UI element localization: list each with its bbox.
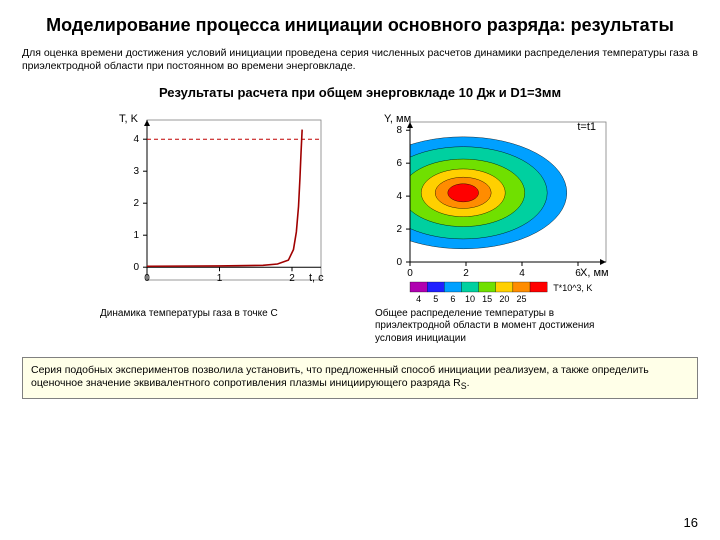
right-chart-block: 024602468Y, ммX, ммt=t145610152025T*10^3… — [370, 108, 620, 346]
slide-title: Моделирование процесса инициации основно… — [22, 14, 698, 37]
svg-text:3: 3 — [133, 166, 139, 177]
svg-text:8: 8 — [396, 125, 402, 136]
svg-text:1: 1 — [133, 230, 139, 241]
svg-text:0: 0 — [133, 262, 139, 273]
svg-text:T, K: T, K — [119, 113, 139, 125]
svg-text:5: 5 — [433, 294, 438, 304]
left-caption: Динамика температуры газа в точке C — [100, 308, 340, 321]
subtitle: Результаты расчета при общем энерговклад… — [22, 85, 698, 100]
svg-text:0: 0 — [396, 257, 402, 268]
svg-text:15: 15 — [482, 294, 492, 304]
svg-text:6: 6 — [396, 158, 402, 169]
right-caption: Общее распределение температуры в приэле… — [375, 308, 615, 346]
svg-text:6: 6 — [450, 294, 455, 304]
footer-box: Серия подобных экспериментов позволила у… — [22, 357, 698, 399]
svg-text:4: 4 — [416, 294, 421, 304]
svg-text:4: 4 — [519, 268, 525, 279]
svg-text:10: 10 — [465, 294, 475, 304]
charts-row: 01201234T, Kt, с Динамика температуры га… — [22, 108, 698, 346]
svg-text:25: 25 — [516, 294, 526, 304]
svg-text:2: 2 — [396, 224, 402, 235]
svg-text:0: 0 — [407, 268, 413, 279]
left-chart-block: 0 1 2 0 1 2 3 4 T, K t, с Динамика температуры га… — [100, 108, 340, 346]
page-number: 16 — [684, 515, 698, 530]
svg-text:t, с: t, с — [309, 272, 324, 284]
right-chart: 024602468Y, ммX, ммt=t145610152025T*10^3… — [370, 108, 620, 308]
svg-text:1: 1 — [217, 273, 223, 284]
svg-text:T*10^3, K: T*10^3, K — [553, 283, 592, 293]
svg-text:2: 2 — [289, 273, 295, 284]
svg-text:0: 0 — [144, 273, 150, 284]
intro-text: Для оценка времени достижения условий ин… — [22, 47, 698, 73]
left-chart: 0 1 2 0 1 2 3 4 T, K t, с — [105, 108, 335, 308]
svg-text:2: 2 — [133, 198, 139, 209]
svg-text:2: 2 — [463, 268, 469, 279]
svg-text:20: 20 — [499, 294, 509, 304]
svg-text:Y, мм: Y, мм — [384, 113, 411, 125]
footer-text: Серия подобных экспериментов позволила у… — [31, 364, 649, 389]
svg-text:X, мм: X, мм — [580, 267, 609, 279]
svg-text:4: 4 — [396, 191, 402, 202]
footer-tail: . — [467, 377, 470, 389]
svg-text:4: 4 — [133, 134, 139, 145]
svg-text:t=t1: t=t1 — [577, 121, 596, 133]
